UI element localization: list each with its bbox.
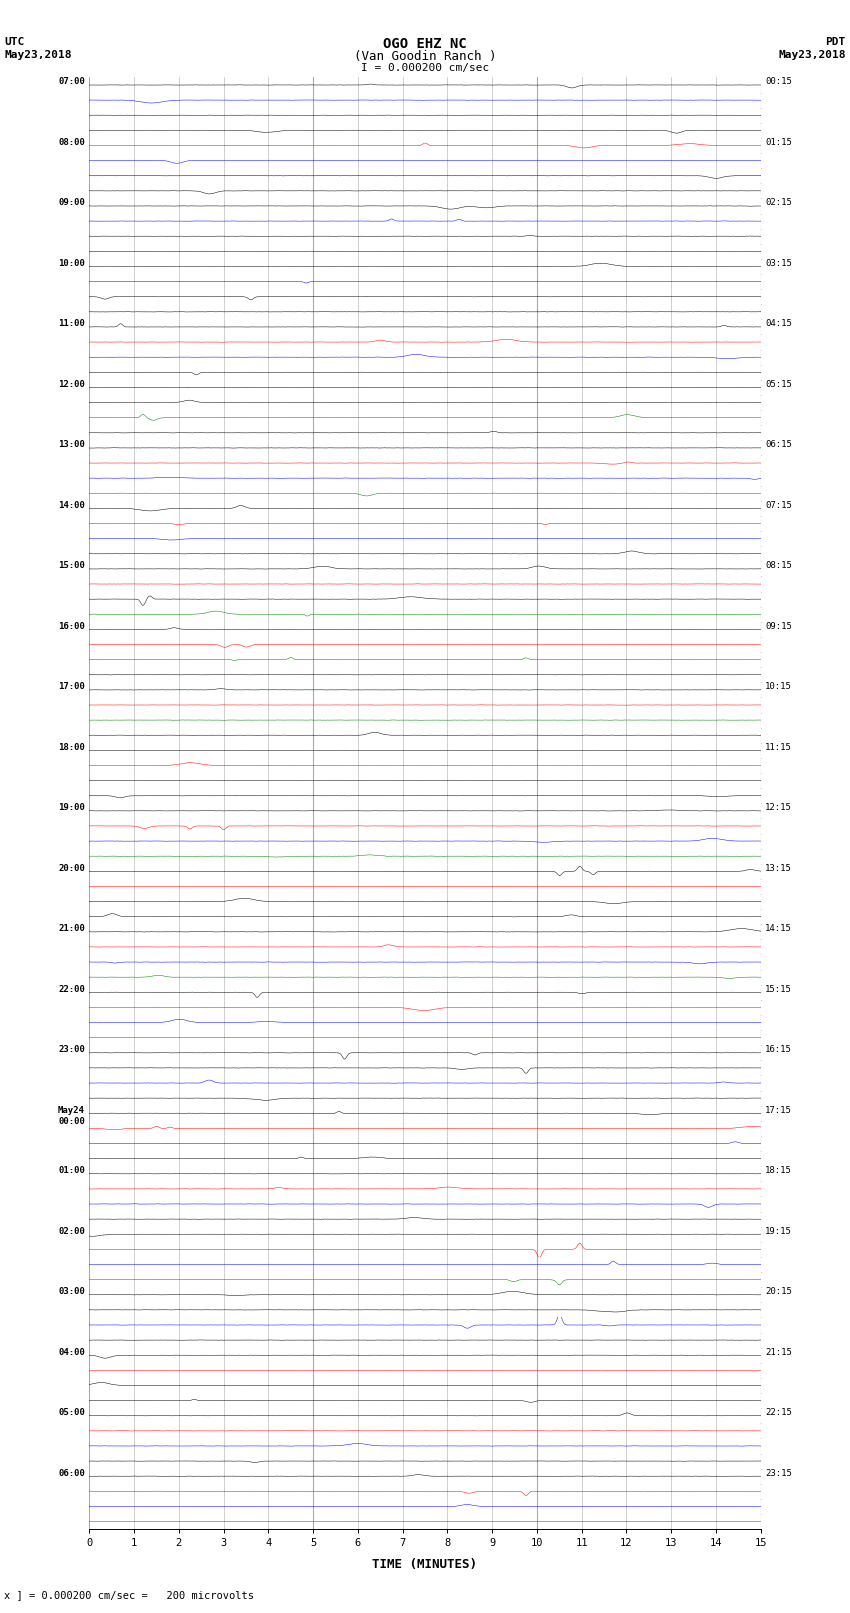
- Text: 06:15: 06:15: [765, 440, 792, 450]
- Text: TIME (MINUTES): TIME (MINUTES): [372, 1558, 478, 1571]
- Text: 14:00: 14:00: [58, 500, 85, 510]
- Text: 13:00: 13:00: [58, 440, 85, 450]
- Text: 04:00: 04:00: [58, 1348, 85, 1357]
- Text: 02:00: 02:00: [58, 1227, 85, 1236]
- Text: 17:15: 17:15: [765, 1107, 792, 1115]
- Text: 03:00: 03:00: [58, 1287, 85, 1297]
- Text: 22:15: 22:15: [765, 1408, 792, 1418]
- Text: 20:00: 20:00: [58, 865, 85, 873]
- Text: 10:00: 10:00: [58, 260, 85, 268]
- Text: UTC: UTC: [4, 37, 25, 47]
- Text: 05:15: 05:15: [765, 381, 792, 389]
- Text: 17:00: 17:00: [58, 682, 85, 692]
- Text: 09:00: 09:00: [58, 198, 85, 208]
- Text: x ] = 0.000200 cm/sec =   200 microvolts: x ] = 0.000200 cm/sec = 200 microvolts: [4, 1590, 254, 1600]
- Text: 06:00: 06:00: [58, 1468, 85, 1478]
- Text: 12:00: 12:00: [58, 381, 85, 389]
- Text: 15:15: 15:15: [765, 984, 792, 994]
- Text: 14:15: 14:15: [765, 924, 792, 934]
- Text: May24: May24: [58, 1107, 85, 1115]
- Text: 19:00: 19:00: [58, 803, 85, 813]
- Text: May23,2018: May23,2018: [779, 50, 846, 60]
- Text: 01:00: 01:00: [58, 1166, 85, 1176]
- Text: 18:00: 18:00: [58, 742, 85, 752]
- Text: 03:15: 03:15: [765, 260, 792, 268]
- Text: 11:15: 11:15: [765, 742, 792, 752]
- Text: 10:15: 10:15: [765, 682, 792, 692]
- Text: 12:15: 12:15: [765, 803, 792, 813]
- Text: 16:00: 16:00: [58, 621, 85, 631]
- Text: 00:15: 00:15: [765, 77, 792, 87]
- Text: 18:15: 18:15: [765, 1166, 792, 1176]
- Text: 04:15: 04:15: [765, 319, 792, 329]
- Text: I = 0.000200 cm/sec: I = 0.000200 cm/sec: [361, 63, 489, 73]
- Text: 07:00: 07:00: [58, 77, 85, 87]
- Text: 21:00: 21:00: [58, 924, 85, 934]
- Text: 05:00: 05:00: [58, 1408, 85, 1418]
- Text: 22:00: 22:00: [58, 984, 85, 994]
- Text: 02:15: 02:15: [765, 198, 792, 208]
- Text: 15:00: 15:00: [58, 561, 85, 571]
- Text: (Van Goodin Ranch ): (Van Goodin Ranch ): [354, 50, 496, 63]
- Text: 08:00: 08:00: [58, 139, 85, 147]
- Text: 21:15: 21:15: [765, 1348, 792, 1357]
- Text: 07:15: 07:15: [765, 500, 792, 510]
- Text: 11:00: 11:00: [58, 319, 85, 329]
- Text: 20:15: 20:15: [765, 1287, 792, 1297]
- Text: 23:00: 23:00: [58, 1045, 85, 1055]
- Text: 23:15: 23:15: [765, 1468, 792, 1478]
- Text: OGO EHZ NC: OGO EHZ NC: [383, 37, 467, 52]
- Text: 09:15: 09:15: [765, 621, 792, 631]
- Text: 01:15: 01:15: [765, 139, 792, 147]
- Text: 00:00: 00:00: [58, 1116, 85, 1126]
- Text: 16:15: 16:15: [765, 1045, 792, 1055]
- Text: PDT: PDT: [825, 37, 846, 47]
- Text: 08:15: 08:15: [765, 561, 792, 571]
- Text: 19:15: 19:15: [765, 1227, 792, 1236]
- Text: 13:15: 13:15: [765, 865, 792, 873]
- Text: May23,2018: May23,2018: [4, 50, 71, 60]
